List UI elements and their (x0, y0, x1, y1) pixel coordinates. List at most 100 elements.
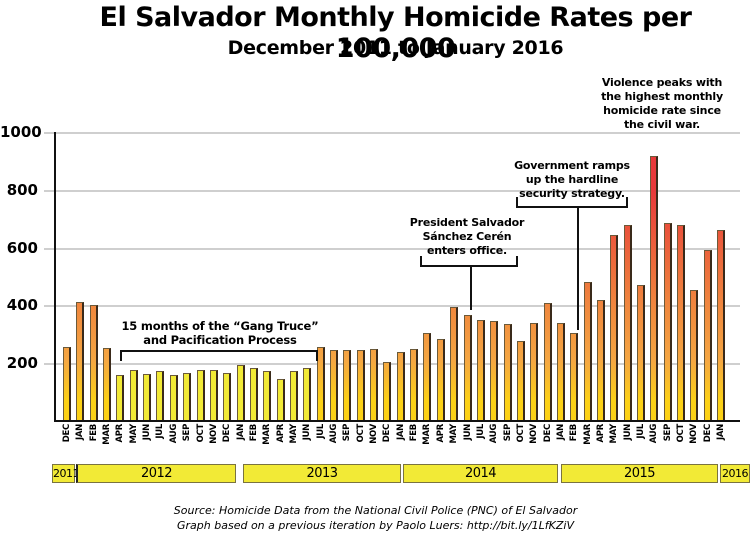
x-label-text: JUN (302, 424, 312, 441)
bar-aug-20 (330, 350, 338, 421)
x-label-text: OCT (196, 424, 206, 443)
x-label-text: MAY (449, 424, 459, 444)
chart-title: El Salvador Monthly Homicide Rates per 1… (0, 2, 751, 64)
x-label-text: AUG (329, 424, 339, 444)
x-label-22: OCT (356, 424, 368, 456)
x-label-42: JUN (623, 424, 635, 456)
x-label-text: JAN (396, 424, 406, 440)
bar-jan-49 (717, 230, 725, 421)
x-label-45: SEP (663, 424, 675, 456)
annotation-gang-truce-line1: 15 months of the “Gang Truce” (121, 319, 319, 333)
bar-feb-26 (410, 349, 418, 421)
bar-jun-42 (624, 225, 632, 421)
annotation-peak-line2: the highest monthly (601, 90, 723, 103)
x-label-23: NOV (369, 424, 381, 456)
bar-apr-40 (597, 300, 605, 421)
x-label-44: AUG (649, 424, 661, 456)
x-label-26: FEB (409, 424, 421, 456)
x-label-30: JUN (463, 424, 475, 456)
bar-oct-46 (677, 225, 685, 421)
bar-nov-11 (210, 370, 218, 421)
x-label-text: FEB (409, 424, 419, 442)
bar-jan-1 (76, 302, 84, 421)
y-tick-600: 600 (6, 239, 38, 257)
x-label-41: MAY (609, 424, 621, 456)
bar-sep-45 (664, 223, 672, 421)
x-label-17: MAY (289, 424, 301, 456)
x-label-text: JUL (155, 424, 165, 439)
x-label-13: JAN (236, 424, 248, 456)
x-label-text: OCT (516, 424, 526, 443)
bar-feb-2 (90, 305, 98, 421)
bar-jul-19 (317, 347, 325, 421)
bar-mar-15 (263, 371, 271, 421)
x-label-text: FEB (569, 424, 579, 442)
x-label-31: JUL (476, 424, 488, 456)
x-label-28: APR (436, 424, 448, 456)
bar-nov-23 (370, 349, 378, 421)
x-label-text: SEP (342, 424, 352, 442)
x-label-text: JAN (236, 424, 246, 440)
x-label-27: MAR (422, 424, 434, 456)
x-label-2: FEB (89, 424, 101, 456)
x-label-text: DEC (703, 424, 713, 443)
bar-jun-30 (464, 315, 472, 421)
year-box-2014: 2014 (403, 464, 558, 483)
x-label-text: APR (276, 424, 286, 443)
x-label-36: DEC (543, 424, 555, 456)
x-label-text: NOV (689, 424, 699, 444)
x-axis-line (54, 420, 740, 422)
annotation-president-line3: enters office. (426, 244, 508, 257)
year-box-2015: 2015 (561, 464, 718, 483)
year-box-2012: 2012 (76, 464, 236, 483)
x-label-32: AUG (489, 424, 501, 456)
bar-may-5 (130, 370, 138, 421)
x-label-text: SEP (182, 424, 192, 442)
bar-feb-14 (250, 368, 258, 421)
bar-dec-36 (544, 303, 552, 421)
x-label-text: MAR (102, 424, 112, 445)
x-label-text: MAY (129, 424, 139, 444)
bar-aug-32 (490, 321, 498, 421)
annotation-president: President Salvador Sánchez Cerén enters … (402, 216, 532, 258)
bar-dec-0 (63, 347, 71, 421)
bar-oct-10 (197, 370, 205, 421)
x-label-15: MAR (262, 424, 274, 456)
x-label-0: DEC (62, 424, 74, 456)
x-label-40: APR (596, 424, 608, 456)
bar-feb-38 (570, 333, 578, 421)
x-label-text: APR (115, 424, 125, 443)
chart-subtitle: December 2011 to January 2016 (227, 37, 564, 59)
bar-sep-33 (504, 324, 512, 421)
x-label-text: JUL (476, 424, 486, 439)
x-label-text: OCT (356, 424, 366, 443)
x-label-49: JAN (716, 424, 728, 456)
bar-nov-35 (530, 323, 538, 421)
annotation-government: Government ramps up the hardline securit… (507, 159, 637, 201)
bar-mar-3 (103, 348, 111, 421)
x-label-text: JUN (142, 424, 152, 441)
bar-jun-18 (303, 368, 311, 421)
x-label-text: DEC (382, 424, 392, 443)
x-label-7: JUL (155, 424, 167, 456)
annotation-peak-line1: Violence peaks with (601, 76, 723, 89)
bar-jan-25 (397, 352, 405, 421)
bar-jan-13 (237, 365, 245, 421)
x-label-16: APR (276, 424, 288, 456)
x-label-1: JAN (75, 424, 87, 456)
source-note: Source: Homicide Data from the National … (173, 504, 578, 517)
x-label-33: SEP (503, 424, 515, 456)
x-label-text: JAN (556, 424, 566, 440)
bar-sep-21 (343, 350, 351, 421)
x-label-text: NOV (369, 424, 379, 444)
gridline-800 (44, 190, 740, 192)
x-label-text: JUN (463, 424, 473, 441)
x-label-19: JUL (316, 424, 328, 456)
x-label-47: NOV (689, 424, 701, 456)
x-label-39: MAR (583, 424, 595, 456)
bar-sep-9 (183, 373, 191, 421)
y-tick-400: 400 (6, 296, 38, 314)
annotation-peak-line4: the civil war. (623, 118, 701, 131)
x-label-18: JUN (302, 424, 314, 456)
x-label-24: DEC (382, 424, 394, 456)
